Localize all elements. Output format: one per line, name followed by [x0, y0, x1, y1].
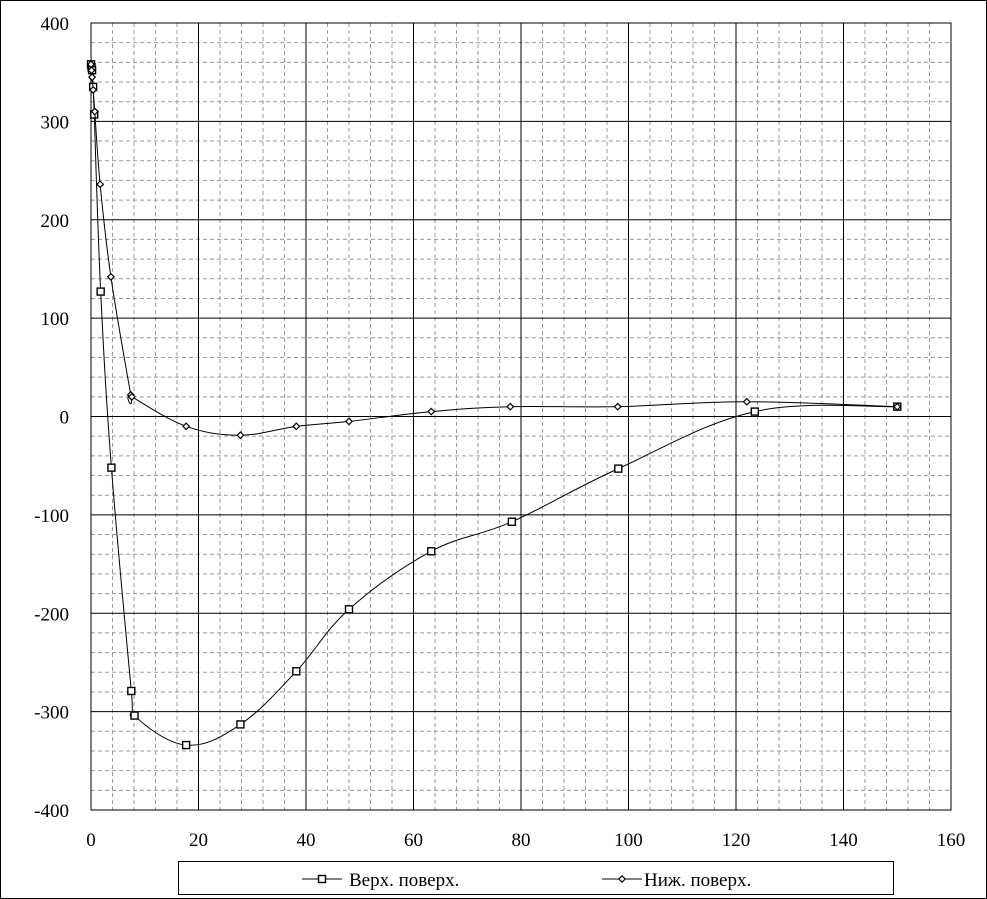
- x-tick-label: 60: [404, 830, 423, 851]
- data-point: [427, 547, 436, 556]
- data-point: [87, 66, 96, 75]
- legend: Верх. поверх. Ниж. поверх.: [178, 861, 894, 895]
- legend-box: [178, 861, 894, 895]
- legend-item-2: Ниж. поверх.: [602, 870, 751, 891]
- data-point: [96, 180, 105, 189]
- y-axis-tick-labels: 400 300 200 100 0 -100 -200 -300 -400: [34, 14, 69, 822]
- data-point: [106, 272, 115, 281]
- data-point: [127, 686, 136, 696]
- x-tick-label: 20: [189, 830, 208, 851]
- x-axis-tick-labels: 0 20 40 60 80 100 120 140 160: [86, 830, 965, 851]
- data-point: [89, 85, 98, 94]
- x-tick-label: 100: [614, 830, 643, 851]
- legend-marker: [317, 874, 327, 884]
- data-point: [750, 407, 760, 416]
- data-point: [427, 407, 436, 416]
- data-point: [96, 287, 105, 296]
- data-point: [127, 392, 136, 401]
- y-tick-label: 400: [41, 14, 70, 35]
- data-point: [506, 402, 515, 411]
- major-gridlines: [91, 23, 951, 810]
- data-point: [236, 720, 245, 729]
- data-point: [344, 605, 354, 614]
- data-point: [507, 517, 517, 526]
- data-point: [107, 463, 116, 472]
- y-tick-label: 300: [41, 112, 70, 133]
- y-tick-label: -400: [34, 801, 69, 822]
- x-tick-label: 120: [722, 830, 751, 851]
- x-tick-label: 0: [86, 830, 96, 851]
- x-tick-label: 40: [297, 830, 316, 851]
- data-point: [613, 402, 622, 411]
- data-point: [130, 711, 139, 720]
- data-point: [893, 402, 902, 411]
- data-point: [292, 667, 301, 676]
- x-tick-label: 160: [937, 830, 966, 851]
- legend-item-1: Верх. поверх.: [302, 870, 459, 891]
- legend-label: Верх. поверх.: [349, 870, 459, 891]
- y-tick-label: 0: [60, 408, 70, 429]
- data-point: [614, 464, 623, 473]
- data-point: [90, 107, 99, 116]
- data-point: [182, 422, 191, 431]
- data-point: [344, 417, 354, 426]
- plot-area-border: [90, 22, 952, 811]
- data-point: [742, 397, 751, 406]
- data-point: [292, 422, 301, 431]
- y-tick-label: 100: [41, 309, 70, 330]
- x-tick-label: 140: [829, 830, 858, 851]
- data-point: [236, 431, 245, 440]
- y-tick-label: -300: [34, 703, 69, 724]
- y-tick-label: -100: [34, 506, 69, 527]
- series-2: [86, 60, 902, 440]
- data-point: [181, 740, 191, 750]
- series-layer: [86, 60, 902, 750]
- data-point: [88, 73, 97, 82]
- x-tick-label: 80: [512, 830, 531, 851]
- legend-label: Ниж. поверх.: [644, 870, 751, 891]
- y-tick-label: 200: [41, 211, 70, 232]
- y-tick-label: -200: [34, 604, 69, 625]
- legend-marker: [617, 874, 627, 884]
